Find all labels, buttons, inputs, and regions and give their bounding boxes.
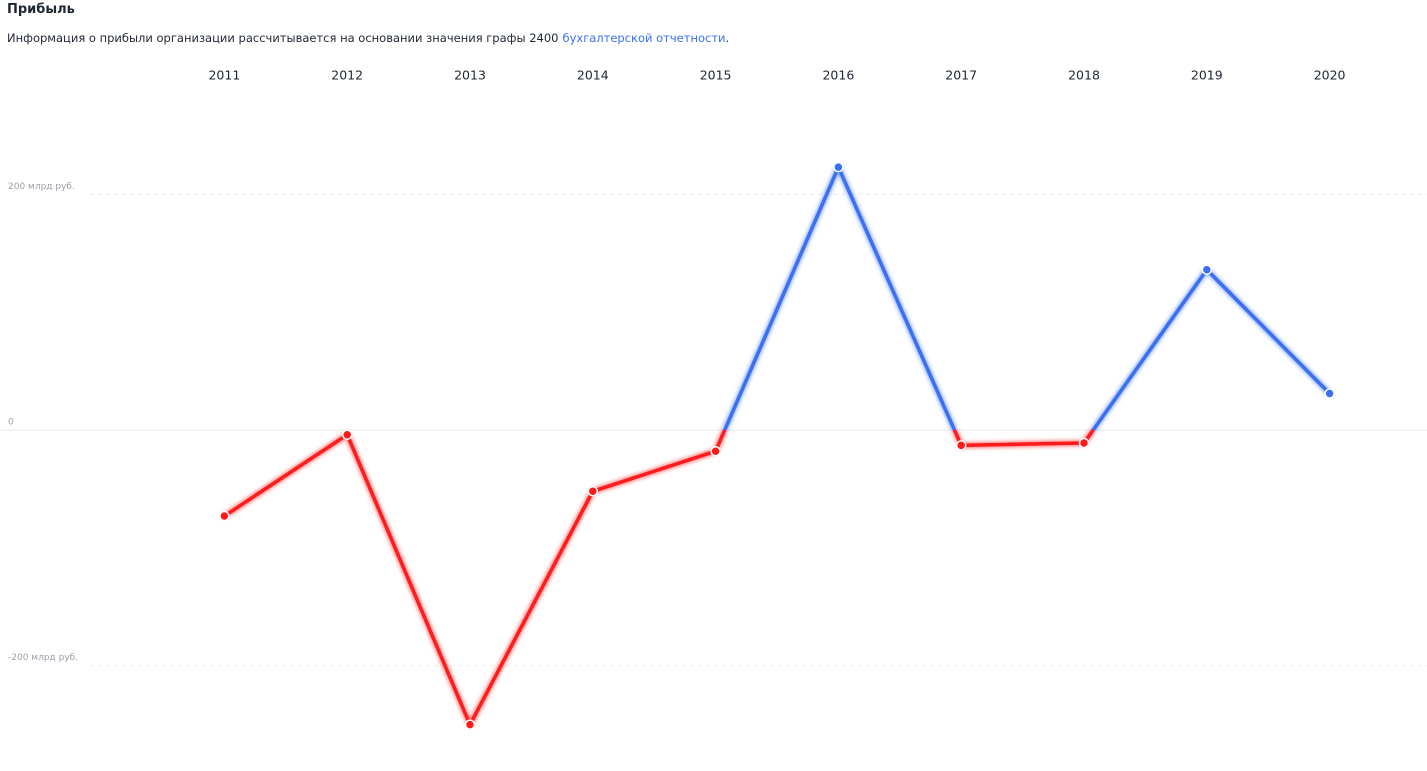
point — [1201, 264, 1213, 275]
line-segment — [959, 441, 1086, 448]
y-tick-label: -200 млрд руб. — [8, 653, 78, 663]
point — [219, 510, 230, 522]
line-group — [222, 165, 1332, 727]
point — [587, 486, 599, 497]
point — [464, 719, 476, 730]
x-tick-label: 2013 — [454, 68, 486, 83]
x-tick-label: 2011 — [208, 68, 240, 83]
point — [341, 429, 353, 440]
report-link[interactable]: бухгалтерской отчетности — [562, 31, 726, 45]
x-tick-label: 2017 — [945, 68, 977, 83]
line-segment — [222, 432, 349, 518]
line-segment — [345, 432, 472, 727]
point — [955, 440, 967, 451]
x-tick-label: 2018 — [1068, 68, 1100, 83]
point — [833, 161, 844, 173]
y-tick-label: 0 — [8, 418, 14, 428]
point — [1078, 437, 1090, 449]
description-end: . — [725, 31, 730, 45]
line-segment — [836, 165, 963, 448]
title: Прибыль — [7, 2, 75, 17]
line-segment — [468, 489, 595, 727]
x-tick-label: 2016 — [822, 68, 854, 83]
line-segment — [713, 165, 841, 453]
x-tick-label: 2019 — [1191, 68, 1223, 83]
x-tick-label: 2015 — [700, 68, 732, 83]
x-tick-label: 2020 — [1314, 68, 1346, 83]
line-segment — [1205, 267, 1332, 396]
header: Прибыль Информация о прибыли организации… — [7, 2, 729, 45]
description: Информация о прибыли организации рассчит… — [7, 31, 729, 45]
point — [710, 445, 721, 457]
y-tick-label: 200 млрд руб. — [8, 182, 75, 192]
point — [1324, 388, 1335, 399]
line-segment — [1082, 267, 1209, 445]
description-text: Информация о прибыли организации рассчит… — [7, 31, 559, 45]
x-tick-label: 2012 — [331, 68, 363, 83]
x-tick-label: 2014 — [577, 68, 609, 83]
line-segment — [591, 449, 718, 494]
